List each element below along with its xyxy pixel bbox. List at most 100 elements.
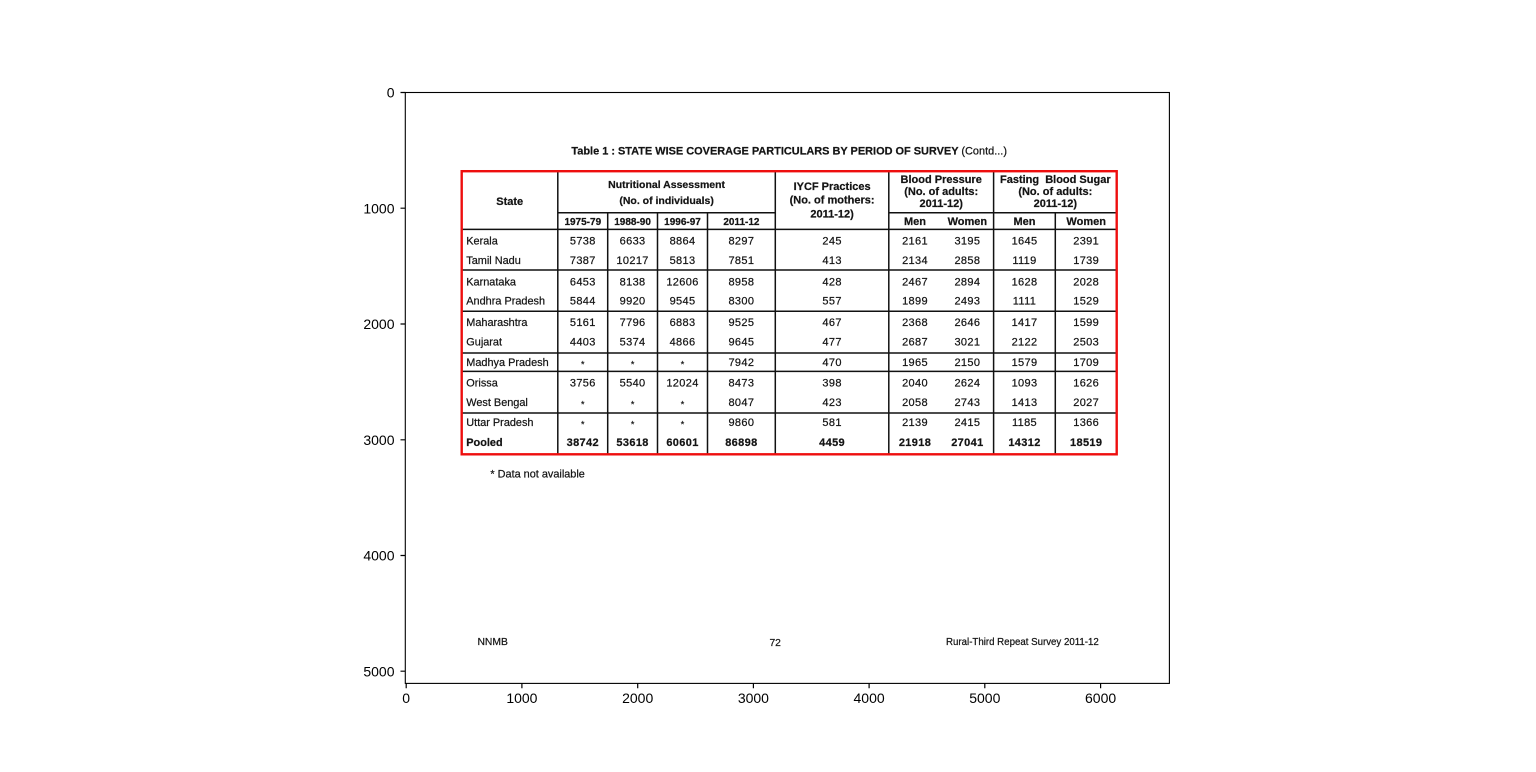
- svg-text:4459: 4459: [819, 437, 845, 449]
- svg-text:Orissa: Orissa: [466, 378, 498, 390]
- svg-text:12024: 12024: [666, 378, 698, 390]
- svg-text:1111: 1111: [1013, 296, 1036, 308]
- svg-text:Madhya Pradesh: Madhya Pradesh: [466, 357, 548, 369]
- svg-text:1529: 1529: [1073, 296, 1099, 308]
- svg-text:3195: 3195: [954, 236, 980, 248]
- svg-text:2011-12: 2011-12: [723, 217, 760, 228]
- svg-text:1996-97: 1996-97: [664, 217, 701, 228]
- svg-text:2011-12): 2011-12): [810, 208, 854, 220]
- svg-text:1000: 1000: [506, 690, 537, 706]
- svg-text:8297: 8297: [728, 236, 754, 248]
- svg-text:5374: 5374: [620, 337, 646, 349]
- svg-text:2040: 2040: [902, 378, 928, 390]
- svg-text:1899: 1899: [902, 296, 928, 308]
- svg-text:2646: 2646: [954, 317, 980, 329]
- svg-text:State: State: [496, 196, 523, 208]
- svg-text:*: *: [681, 360, 685, 370]
- svg-text:2624: 2624: [954, 378, 980, 390]
- svg-text:6453: 6453: [570, 277, 596, 289]
- svg-text:467: 467: [822, 317, 841, 329]
- svg-text:1645: 1645: [1012, 236, 1038, 248]
- svg-text:5813: 5813: [670, 255, 696, 267]
- svg-text:5844: 5844: [570, 296, 596, 308]
- svg-text:8958: 8958: [728, 277, 754, 289]
- svg-text:6883: 6883: [670, 317, 696, 329]
- svg-text:*: *: [631, 360, 635, 370]
- svg-text:0: 0: [402, 690, 410, 706]
- svg-text:2134: 2134: [902, 255, 928, 267]
- svg-text:8864: 8864: [670, 236, 696, 248]
- svg-text:1709: 1709: [1073, 357, 1099, 369]
- svg-text:Nutritional Assessment: Nutritional Assessment: [608, 179, 725, 191]
- svg-text:0: 0: [387, 85, 395, 101]
- svg-text:7942: 7942: [728, 357, 754, 369]
- svg-text:5000: 5000: [363, 663, 394, 679]
- svg-text:*: *: [681, 400, 685, 410]
- svg-text:5000: 5000: [969, 690, 1000, 706]
- svg-text:1975-79: 1975-79: [564, 217, 601, 228]
- svg-text:2743: 2743: [954, 397, 980, 409]
- svg-text:7851: 7851: [728, 255, 754, 267]
- svg-text:423: 423: [822, 397, 841, 409]
- svg-text:2000: 2000: [622, 690, 653, 706]
- svg-text:*: *: [581, 400, 585, 410]
- svg-text:Kerala: Kerala: [466, 236, 498, 248]
- svg-text:Men: Men: [904, 216, 926, 228]
- svg-text:18519: 18519: [1070, 437, 1102, 449]
- svg-text:72: 72: [769, 638, 781, 649]
- svg-text:2687: 2687: [902, 337, 928, 349]
- svg-text:1093: 1093: [1012, 378, 1038, 390]
- svg-text:1599: 1599: [1073, 317, 1099, 329]
- svg-text:(No. of adults:: (No. of adults:: [1018, 186, 1092, 198]
- svg-text:8300: 8300: [728, 296, 754, 308]
- svg-text:Pooled: Pooled: [466, 437, 502, 449]
- svg-text:2058: 2058: [902, 397, 928, 409]
- svg-text:2467: 2467: [902, 277, 928, 289]
- svg-text:9525: 9525: [728, 317, 754, 329]
- svg-text:60601: 60601: [666, 437, 698, 449]
- svg-text:3021: 3021: [954, 337, 980, 349]
- svg-text:1417: 1417: [1012, 317, 1038, 329]
- svg-text:*: *: [631, 420, 635, 430]
- svg-text:West Bengal: West Bengal: [466, 397, 528, 409]
- svg-text:Women: Women: [948, 216, 988, 228]
- svg-text:4403: 4403: [570, 337, 596, 349]
- svg-text:2858: 2858: [954, 255, 980, 267]
- svg-text:2139: 2139: [902, 417, 928, 429]
- svg-text:(No. of adults:: (No. of adults:: [904, 186, 978, 198]
- svg-text:53618: 53618: [616, 437, 648, 449]
- svg-text:(No. of mothers:: (No. of mothers:: [790, 195, 875, 207]
- svg-text:10217: 10217: [616, 255, 648, 267]
- svg-text:2415: 2415: [954, 417, 980, 429]
- svg-text:Gujarat: Gujarat: [466, 337, 502, 349]
- svg-text:9920: 9920: [620, 296, 646, 308]
- svg-text:Karnataka: Karnataka: [466, 277, 517, 289]
- svg-text:*: *: [581, 420, 585, 430]
- svg-text:*: *: [631, 400, 635, 410]
- svg-text:Blood Pressure: Blood Pressure: [901, 174, 982, 186]
- svg-text:5161: 5161: [570, 317, 596, 329]
- svg-text:9545: 9545: [670, 296, 696, 308]
- svg-text:1628: 1628: [1012, 277, 1038, 289]
- svg-text:4000: 4000: [854, 690, 885, 706]
- svg-text:2150: 2150: [954, 357, 980, 369]
- svg-text:2122: 2122: [1012, 337, 1038, 349]
- svg-text:Tamil Nadu: Tamil Nadu: [466, 255, 520, 267]
- svg-text:2011-12): 2011-12): [919, 198, 963, 210]
- svg-text:6633: 6633: [620, 236, 646, 248]
- svg-text:4866: 4866: [670, 337, 696, 349]
- svg-text:8047: 8047: [728, 397, 754, 409]
- svg-text:1579: 1579: [1012, 357, 1038, 369]
- svg-text:1739: 1739: [1073, 255, 1099, 267]
- svg-text:2894: 2894: [954, 277, 980, 289]
- svg-text:* Data not available: * Data not available: [490, 468, 584, 480]
- svg-text:1119: 1119: [1012, 255, 1036, 267]
- svg-text:470: 470: [822, 357, 841, 369]
- svg-text:12606: 12606: [666, 277, 698, 289]
- svg-text:IYCF Practices: IYCF Practices: [794, 181, 871, 193]
- svg-text:2391: 2391: [1073, 236, 1099, 248]
- svg-text:Table 1 : STATE WISE COVERAGE: Table 1 : STATE WISE COVERAGE PARTICULAR…: [571, 146, 1007, 158]
- svg-text:4000: 4000: [363, 548, 394, 564]
- svg-text:27041: 27041: [951, 437, 983, 449]
- svg-text:2000: 2000: [363, 316, 394, 332]
